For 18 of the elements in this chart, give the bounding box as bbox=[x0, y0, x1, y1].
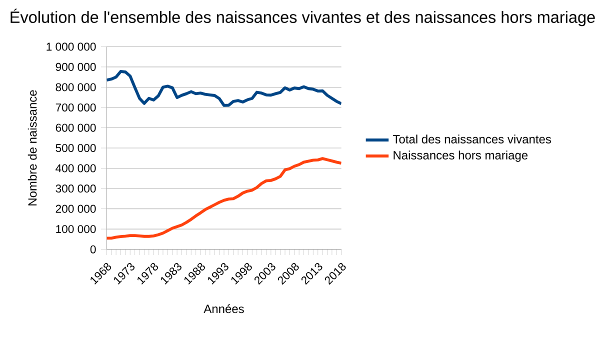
y-tick-label: 300 000 bbox=[56, 184, 96, 193]
legend-label: Total des naissances vivantes bbox=[393, 134, 552, 144]
y-tick-label: 600 000 bbox=[56, 124, 96, 132]
y-tick-label: 1 000 000 bbox=[46, 42, 96, 51]
line-series bbox=[106, 70, 342, 107]
y-tick-label: 800 000 bbox=[56, 83, 96, 92]
legend-label: Naissances hors mariage bbox=[394, 150, 528, 162]
y-tick-label: 0 bbox=[90, 245, 96, 254]
y-tick-label: 200 000 bbox=[56, 204, 96, 213]
y-tick-label: 700 000 bbox=[56, 103, 96, 112]
x-axis-title: Années bbox=[204, 304, 244, 314]
y-tick-label: 900 000 bbox=[56, 62, 96, 71]
chart-title: Évolution de l'ensemble des naissances vivantes et des naissances hors mariage bbox=[10, 8, 595, 26]
y-tick-label: 500 000 bbox=[56, 144, 96, 152]
line-series bbox=[106, 157, 342, 240]
y-tick-label: 100 000 bbox=[56, 225, 96, 234]
y-tick-label: 400 000 bbox=[56, 164, 96, 172]
y-axis-title: Nombre de naissance bbox=[28, 90, 37, 206]
